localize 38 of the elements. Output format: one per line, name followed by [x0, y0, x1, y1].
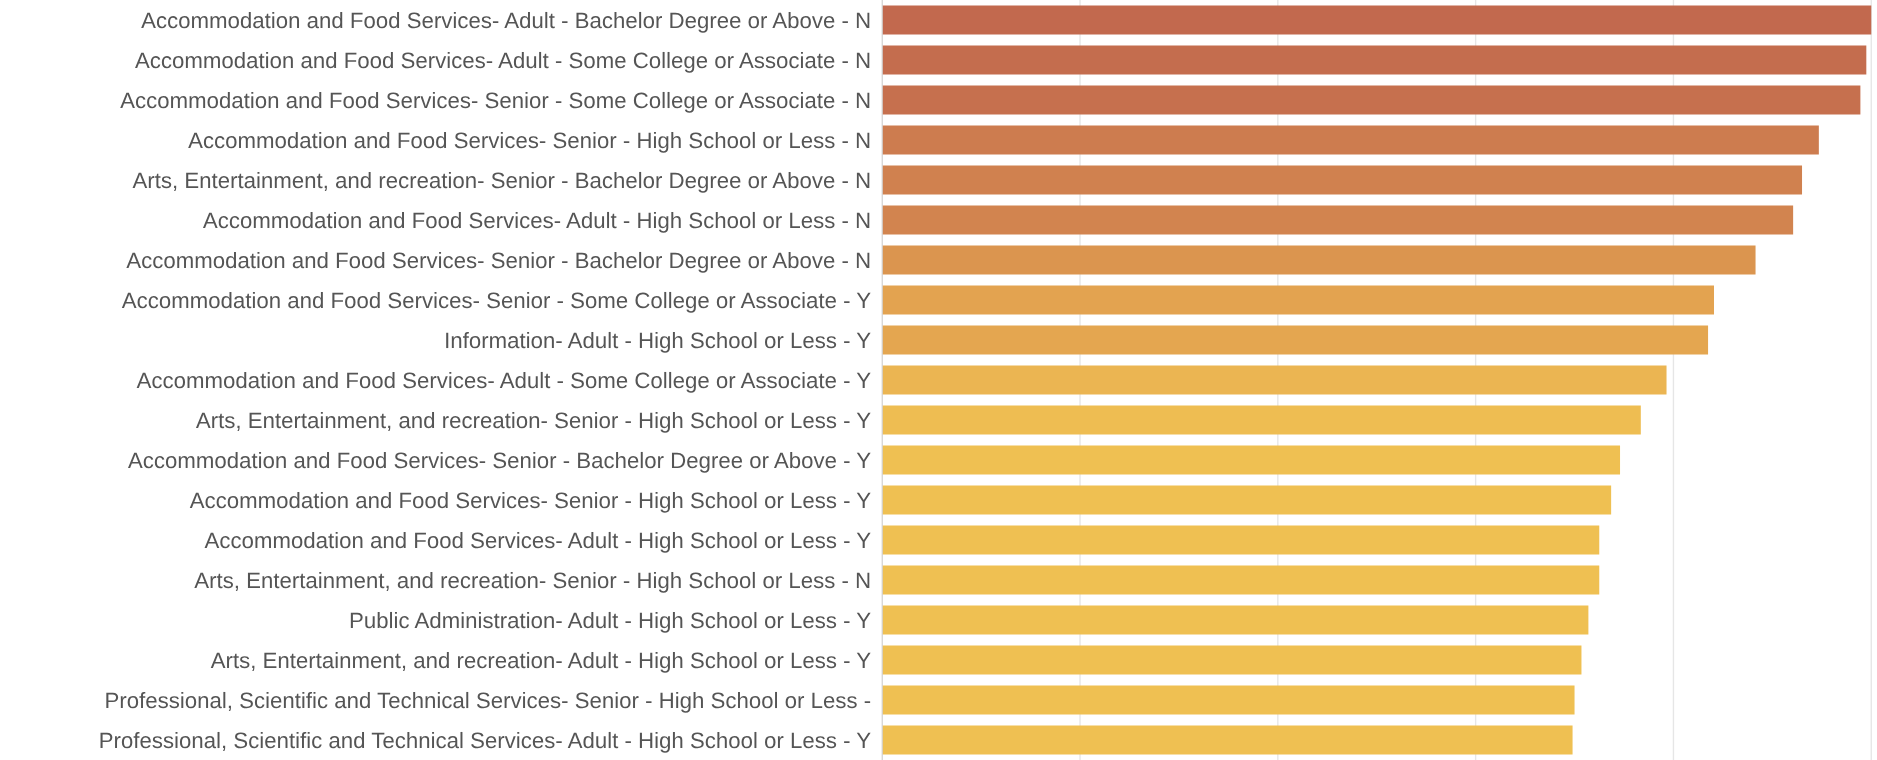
bar — [882, 565, 1600, 595]
bar — [882, 485, 1612, 515]
bar — [882, 5, 1872, 35]
bar — [882, 245, 1756, 275]
y-tick-label: Arts, Entertainment, and recreation- Senior - High School or Less - N — [194, 571, 870, 593]
y-tick-label: Accommodation and Food Services- Adult - Some College or Associate - N — [135, 51, 870, 73]
y-tick-label: Arts, Entertainment, and recreation- Senior - High School or Less - Y — [195, 411, 871, 433]
y-tick-label: Accommodation and Food Services- Adult - Some College or Associate - Y — [136, 371, 871, 393]
bar — [882, 325, 1709, 355]
bar — [882, 685, 1575, 715]
bar — [882, 405, 1641, 435]
y-tick-label: Accommodation and Food Services- Senior - High School or Less - Y — [189, 491, 871, 513]
bar — [882, 85, 1861, 115]
y-tick-label: Accommodation and Food Services- Senior - Some College or Associate - Y — [121, 291, 871, 313]
bar — [882, 45, 1867, 75]
y-tick-label: Accommodation and Food Services- Senior - Bachelor Degree or Above - Y — [127, 451, 871, 473]
y-tick-label: Accommodation and Food Services- Senior - High School or Less - N — [188, 131, 870, 153]
y-tick-label: Arts, Entertainment, and recreation- Senior - Bachelor Degree or Above - N — [132, 171, 870, 193]
bar — [882, 605, 1589, 635]
bar — [882, 445, 1621, 475]
y-tick-label: Public Administration- Adult - High School or Less - Y — [350, 611, 871, 633]
y-tick-label: Information- Adult - High School or Less - Y — [446, 331, 871, 353]
bar — [882, 125, 1819, 155]
y-tick-label: Accommodation and Food Services- Adult - High School or Less - Y — [204, 531, 871, 553]
y-tick-label: Professional, Scientific and Technical Services- Senior - High School or Less - — [106, 691, 871, 713]
bar — [882, 285, 1714, 315]
bar — [882, 165, 1803, 195]
y-tick-label: Professional, Scientific and Technical Services- Adult - High School or Less - Y — [100, 731, 871, 753]
bar — [882, 725, 1573, 755]
y-tick-label: Accommodation and Food Services- Adult - High School or Less - N — [202, 211, 870, 233]
bar — [882, 365, 1667, 395]
y-tick-label: Accommodation and Food Services- Adult - Bachelor Degree or Above - N — [141, 11, 870, 33]
bar — [882, 645, 1582, 675]
y-tick-label: Accommodation and Food Services- Senior - Some College or Associate - N — [120, 91, 870, 113]
bar — [882, 525, 1600, 555]
y-tick-label: Arts, Entertainment, and recreation- Adult - High School or Less - Y — [210, 651, 871, 673]
bar — [882, 205, 1794, 235]
y-tick-label: Accommodation and Food Services- Senior - Bachelor Degree or Above - N — [126, 251, 870, 273]
